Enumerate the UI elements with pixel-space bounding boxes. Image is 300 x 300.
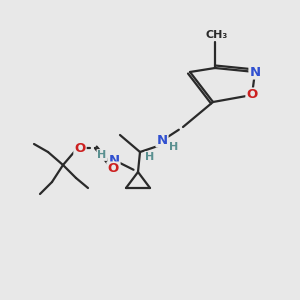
- Text: CH₃: CH₃: [206, 30, 228, 40]
- Text: N: N: [156, 134, 168, 146]
- Text: N: N: [108, 154, 120, 166]
- Text: H: H: [98, 150, 106, 160]
- Text: N: N: [249, 65, 261, 79]
- Text: H: H: [169, 142, 178, 152]
- Text: O: O: [246, 88, 258, 101]
- Text: O: O: [107, 163, 118, 176]
- Text: H: H: [146, 152, 154, 162]
- Text: O: O: [74, 142, 86, 154]
